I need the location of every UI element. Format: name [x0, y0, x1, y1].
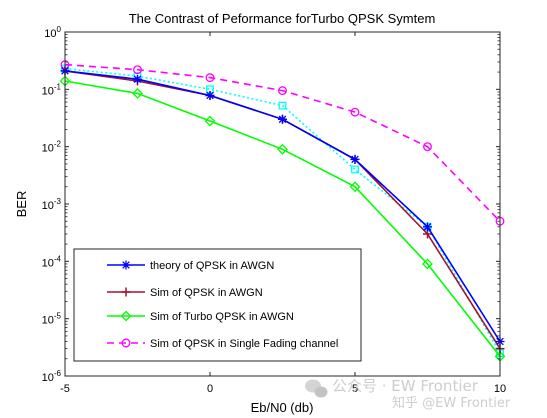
- legend-sample-sim-qpsk: [107, 287, 145, 297]
- legend-sample-sim-turbo: [107, 310, 145, 322]
- axis-layer: -5 0 5 10 100 10-1 10-2 10-3 10-4 10-5 10-6: [42, 25, 507, 395]
- legend-label-theory: theory of QPSK in AWGN: [150, 260, 274, 272]
- watermark-account: 公众号 · EW Frontier: [332, 377, 479, 395]
- legend-samples: [107, 260, 145, 348]
- legend-marker: [121, 287, 131, 297]
- data-point: [351, 165, 359, 174]
- legend-label-sim-fading: Sim of QPSK in Single Fading channel: [150, 338, 338, 350]
- y-tick-label: 10-5: [42, 312, 62, 327]
- y-tick-label: 10-4: [42, 254, 62, 269]
- y-tick-label: 10-1: [42, 82, 62, 97]
- x-tick-label: -5: [60, 383, 70, 395]
- data-point: [423, 142, 432, 152]
- y-axis-title: BER: [14, 191, 29, 218]
- x-axis-title: Eb/N0 (db): [251, 400, 314, 415]
- y-tick-label: 10-3: [42, 197, 62, 212]
- data-point: [205, 91, 215, 101]
- y-tick-label: 10-6: [42, 369, 62, 384]
- data-point: [277, 143, 288, 155]
- legend-sample-sim-fading: [107, 338, 145, 348]
- series-sim-turbo: [59, 75, 506, 362]
- legend-label-sim-qpsk: Sim of QPSK in AWGN: [150, 287, 263, 299]
- chart-title: The Contrast of Peformance forTurbo QPSK…: [129, 11, 436, 26]
- data-point: [350, 107, 360, 117]
- series-layer: [59, 60, 506, 362]
- series-line: [64, 80, 501, 357]
- legend-sample-theory: [107, 260, 145, 270]
- watermark-site: 知乎 @EW Frontier: [392, 395, 511, 411]
- x-tick-label: 10: [494, 383, 506, 395]
- x-tick-label: 0: [207, 383, 213, 395]
- x-tick-label: 5: [352, 383, 358, 395]
- legend-marker: [121, 260, 131, 270]
- data-point: [349, 181, 361, 193]
- legend-marker: [120, 310, 132, 322]
- data-point: [422, 258, 433, 270]
- data-point: [278, 86, 287, 96]
- legend: theory of QPSK in AWGN Sim of QPSK in AW…: [73, 248, 362, 362]
- legend-label-sim-turbo: Sim of Turbo QPSK in AWGN: [150, 311, 294, 323]
- data-point: [350, 154, 360, 164]
- data-point: [204, 115, 216, 127]
- data-point: [423, 222, 432, 232]
- data-point: [132, 87, 143, 99]
- data-point: [278, 101, 287, 110]
- data-point: [205, 73, 215, 83]
- watermark: 公众号 · EW Frontier 知乎 @EW Frontier: [305, 377, 511, 411]
- y-tick-label: 100: [44, 25, 61, 40]
- y-tick-label: 10-2: [42, 140, 62, 155]
- series-line: [64, 63, 501, 222]
- wechat-icon: [305, 379, 328, 398]
- legend-marker: [121, 338, 131, 348]
- data-point: [278, 114, 287, 124]
- data-point: [133, 74, 142, 84]
- data-point: [133, 65, 142, 75]
